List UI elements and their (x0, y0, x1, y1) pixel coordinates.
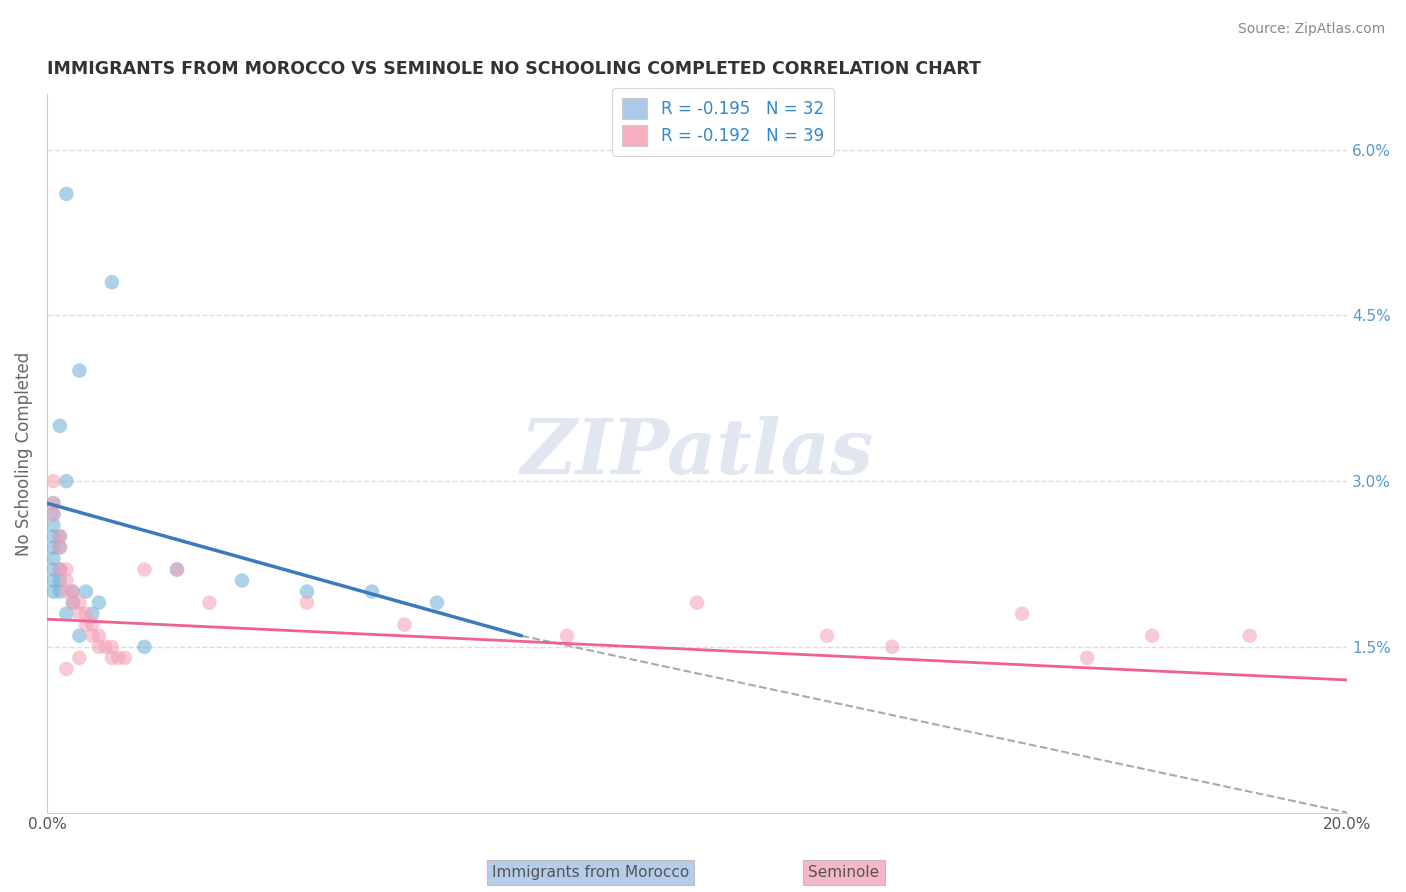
Point (49, 562, 72, 576)
Point (55, 584, 77, 599)
Point (82, 607, 104, 621)
Point (42, 529, 65, 543)
Point (361, 584, 384, 599)
Point (55, 574, 77, 588)
Point (55, 562, 77, 576)
Point (101, 275, 124, 289)
Point (49, 529, 72, 543)
Point (42, 518, 65, 533)
Point (67, 651, 90, 665)
Point (55, 607, 77, 621)
Point (134, 640, 156, 654)
Point (49, 529, 72, 543)
Point (49, 584, 72, 599)
Point (1140, 629, 1163, 643)
Point (42, 496, 65, 510)
Point (49, 574, 72, 588)
Point (42, 574, 65, 588)
Text: Immigrants from Morocco: Immigrants from Morocco (492, 865, 689, 880)
Point (75, 584, 97, 599)
Point (75, 617, 97, 632)
Point (49, 562, 72, 576)
Point (67, 596, 90, 610)
Point (55, 662, 77, 676)
Point (94, 640, 117, 654)
Point (114, 651, 136, 665)
Point (67, 629, 90, 643)
Text: ZIPatlas: ZIPatlas (520, 417, 873, 491)
Point (107, 651, 129, 665)
Legend: R = -0.195   N = 32, R = -0.192   N = 39: R = -0.195 N = 32, R = -0.192 N = 39 (613, 88, 834, 156)
Point (87, 629, 110, 643)
Point (42, 551, 65, 566)
Point (231, 574, 253, 588)
Point (42, 508, 65, 522)
Point (82, 617, 104, 632)
Point (67, 364, 90, 378)
Point (815, 629, 838, 643)
Point (87, 596, 110, 610)
Point (49, 541, 72, 555)
Point (101, 640, 124, 654)
Point (134, 562, 156, 576)
Point (62, 584, 84, 599)
Point (42, 562, 65, 576)
Point (75, 607, 97, 621)
Point (55, 474, 77, 488)
Point (42, 584, 65, 599)
Point (166, 562, 188, 576)
Point (67, 607, 90, 621)
Point (166, 562, 188, 576)
Point (42, 541, 65, 555)
Point (42, 474, 65, 488)
Text: IMMIGRANTS FROM MOROCCO VS SEMINOLE NO SCHOOLING COMPLETED CORRELATION CHART: IMMIGRANTS FROM MOROCCO VS SEMINOLE NO S… (46, 60, 981, 78)
Text: Seminole: Seminole (808, 865, 879, 880)
Point (555, 629, 578, 643)
Point (101, 651, 124, 665)
Point (295, 584, 318, 599)
Point (62, 596, 84, 610)
Point (42, 496, 65, 510)
Point (882, 640, 904, 654)
Point (62, 596, 84, 610)
Point (394, 617, 416, 632)
Point (42, 508, 65, 522)
Point (87, 640, 110, 654)
Point (55, 186, 77, 201)
Point (1011, 607, 1033, 621)
Point (62, 584, 84, 599)
Point (295, 596, 318, 610)
Point (49, 418, 72, 433)
Point (198, 596, 221, 610)
Point (1076, 651, 1098, 665)
Point (686, 596, 709, 610)
Text: Source: ZipAtlas.com: Source: ZipAtlas.com (1237, 22, 1385, 37)
Point (1239, 629, 1261, 643)
Point (82, 629, 104, 643)
Y-axis label: No Schooling Completed: No Schooling Completed (15, 351, 32, 556)
Point (426, 596, 449, 610)
Point (49, 541, 72, 555)
